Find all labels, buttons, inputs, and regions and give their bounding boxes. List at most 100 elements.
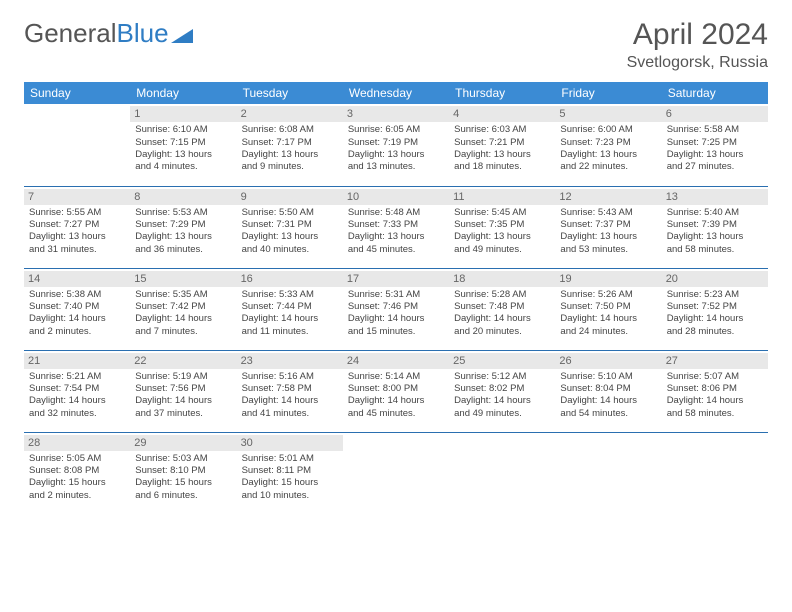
day-line: Sunset: 7:17 PM (242, 137, 338, 149)
day-line: and 58 minutes. (667, 408, 763, 420)
day-line: Sunrise: 5:40 AM (667, 207, 763, 219)
day-line: Sunrise: 5:19 AM (135, 371, 231, 383)
calendar-day-cell: 15Sunrise: 5:35 AMSunset: 7:42 PMDayligh… (130, 268, 236, 350)
weekday-header: Saturday (662, 82, 768, 104)
day-line: Sunrise: 5:23 AM (667, 289, 763, 301)
day-line: and 13 minutes. (348, 161, 444, 173)
day-line: Sunrise: 5:16 AM (242, 371, 338, 383)
day-number: 4 (449, 106, 555, 122)
calendar-day-cell: 3Sunrise: 6:05 AMSunset: 7:19 PMDaylight… (343, 104, 449, 186)
day-line: Sunrise: 5:10 AM (560, 371, 656, 383)
day-line: and 53 minutes. (560, 244, 656, 256)
day-line: Sunrise: 5:28 AM (454, 289, 550, 301)
day-content: Sunrise: 5:53 AMSunset: 7:29 PMDaylight:… (134, 207, 232, 256)
day-line: and 45 minutes. (348, 244, 444, 256)
calendar-week-row: 28Sunrise: 5:05 AMSunset: 8:08 PMDayligh… (24, 432, 768, 514)
calendar-day-cell: 14Sunrise: 5:38 AMSunset: 7:40 PMDayligh… (24, 268, 130, 350)
day-line: Daylight: 13 hours (348, 231, 444, 243)
calendar-day-cell (449, 432, 555, 514)
calendar-week-row: 21Sunrise: 5:21 AMSunset: 7:54 PMDayligh… (24, 350, 768, 432)
calendar-day-cell: 24Sunrise: 5:14 AMSunset: 8:00 PMDayligh… (343, 350, 449, 432)
day-line: Daylight: 14 hours (348, 313, 444, 325)
day-number: 18 (449, 271, 555, 287)
day-number: 20 (662, 271, 768, 287)
day-line: Daylight: 13 hours (667, 231, 763, 243)
day-number: 25 (449, 353, 555, 369)
day-number: 26 (555, 353, 661, 369)
calendar-day-cell: 4 Sunrise: 6:03 AMSunset: 7:21 PMDaylight… (449, 104, 555, 186)
day-content: Sunrise: 5:58 AMSunset: 7:25 PMDaylight:… (666, 124, 764, 173)
calendar-day-cell: 16Sunrise: 5:33 AMSunset: 7:44 PMDayligh… (237, 268, 343, 350)
day-line: Daylight: 14 hours (454, 395, 550, 407)
day-line: Sunrise: 5:01 AM (242, 453, 338, 465)
calendar-body: 1Sunrise: 6:10 AMSunset: 7:15 PMDaylight… (24, 104, 768, 514)
day-content: Sunrise: 5:43 AMSunset: 7:37 PMDaylight:… (559, 207, 657, 256)
day-line: Sunrise: 5:45 AM (454, 207, 550, 219)
day-line: and 32 minutes. (29, 408, 125, 420)
calendar-day-cell: 13Sunrise: 5:40 AMSunset: 7:39 PMDayligh… (662, 186, 768, 268)
day-line: Sunrise: 5:31 AM (348, 289, 444, 301)
day-number: 2 (237, 106, 343, 122)
day-line: Sunset: 7:25 PM (667, 137, 763, 149)
calendar-day-cell: 10Sunrise: 5:48 AMSunset: 7:33 PMDayligh… (343, 186, 449, 268)
day-line: Sunset: 8:04 PM (560, 383, 656, 395)
day-line: Daylight: 13 hours (242, 231, 338, 243)
weekday-header: Thursday (449, 82, 555, 104)
weekday-header: Wednesday (343, 82, 449, 104)
day-line: Sunset: 7:33 PM (348, 219, 444, 231)
calendar-day-cell: 12 Sunrise: 5:43 AMSunset: 7:37 PMDayligh… (555, 186, 661, 268)
calendar-day-cell: 2Sunrise: 6:08 AMSunset: 7:17 PMDaylight… (237, 104, 343, 186)
day-content: Sunrise: 5:16 AMSunset: 7:58 PMDaylight:… (241, 371, 339, 420)
day-line: Daylight: 15 hours (242, 477, 338, 489)
day-line: Daylight: 14 hours (667, 313, 763, 325)
day-line: Sunset: 7:21 PM (454, 137, 550, 149)
day-content: Sunrise: 5:03 AMSunset: 8:10 PMDaylight:… (134, 453, 232, 502)
day-line: and 11 minutes. (242, 326, 338, 338)
day-content: Sunrise: 5:10 AMSunset: 8:04 PMDaylight:… (559, 371, 657, 420)
day-content: Sunrise: 5:48 AMSunset: 7:33 PMDaylight:… (347, 207, 445, 256)
day-line: Daylight: 14 hours (667, 395, 763, 407)
calendar-day-cell: 30Sunrise: 5:01 AMSunset: 8:11 PMDayligh… (237, 432, 343, 514)
day-content: Sunrise: 5:40 AMSunset: 7:39 PMDaylight:… (666, 207, 764, 256)
day-line: and 45 minutes. (348, 408, 444, 420)
calendar-day-cell: 27Sunrise: 5:07 AMSunset: 8:06 PMDayligh… (662, 350, 768, 432)
day-line: Daylight: 13 hours (135, 149, 231, 161)
day-line: Sunset: 8:02 PM (454, 383, 550, 395)
day-line: and 10 minutes. (242, 490, 338, 502)
day-line: Sunset: 7:27 PM (29, 219, 125, 231)
day-content: Sunrise: 5:50 AMSunset: 7:31 PMDaylight:… (241, 207, 339, 256)
day-line: and 40 minutes. (242, 244, 338, 256)
calendar-day-cell (24, 104, 130, 186)
day-line: and 54 minutes. (560, 408, 656, 420)
location-title: Svetlogorsk, Russia (627, 54, 768, 72)
calendar-day-cell: 6Sunrise: 5:58 AMSunset: 7:25 PMDaylight… (662, 104, 768, 186)
day-line: Daylight: 13 hours (454, 149, 550, 161)
day-line: Daylight: 14 hours (242, 313, 338, 325)
day-line: Daylight: 15 hours (135, 477, 231, 489)
day-line: Sunset: 7:48 PM (454, 301, 550, 313)
day-content: Sunrise: 5:28 AMSunset: 7:48 PMDaylight:… (453, 289, 551, 338)
day-line: Sunset: 7:19 PM (348, 137, 444, 149)
day-number: 3 (343, 106, 449, 122)
day-line: and 20 minutes. (454, 326, 550, 338)
day-line: Sunrise: 6:10 AM (135, 124, 231, 136)
day-number: 17 (343, 271, 449, 287)
day-line: and 7 minutes. (135, 326, 231, 338)
day-line: Sunrise: 6:08 AM (242, 124, 338, 136)
day-line: Sunrise: 6:03 AM (454, 124, 550, 136)
calendar-day-cell: 20 Sunrise: 5:23 AMSunset: 7:52 PMDayligh… (662, 268, 768, 350)
day-line: Sunset: 7:39 PM (667, 219, 763, 231)
calendar-day-cell: 5Sunrise: 6:00 AMSunset: 7:23 PMDaylight… (555, 104, 661, 186)
day-line: Sunset: 8:00 PM (348, 383, 444, 395)
day-line: Sunset: 7:52 PM (667, 301, 763, 313)
day-number: 12 (555, 189, 661, 205)
day-line: Sunset: 7:29 PM (135, 219, 231, 231)
day-line: and 36 minutes. (135, 244, 231, 256)
day-line: Daylight: 14 hours (560, 313, 656, 325)
day-line: and 37 minutes. (135, 408, 231, 420)
day-number: 8 (130, 189, 236, 205)
day-content: Sunrise: 5:23 AMSunset: 7:52 PMDaylight:… (666, 289, 764, 338)
day-line: Daylight: 14 hours (242, 395, 338, 407)
day-content: Sunrise: 5:19 AMSunset: 7:56 PMDaylight:… (134, 371, 232, 420)
day-line: Sunset: 8:10 PM (135, 465, 231, 477)
